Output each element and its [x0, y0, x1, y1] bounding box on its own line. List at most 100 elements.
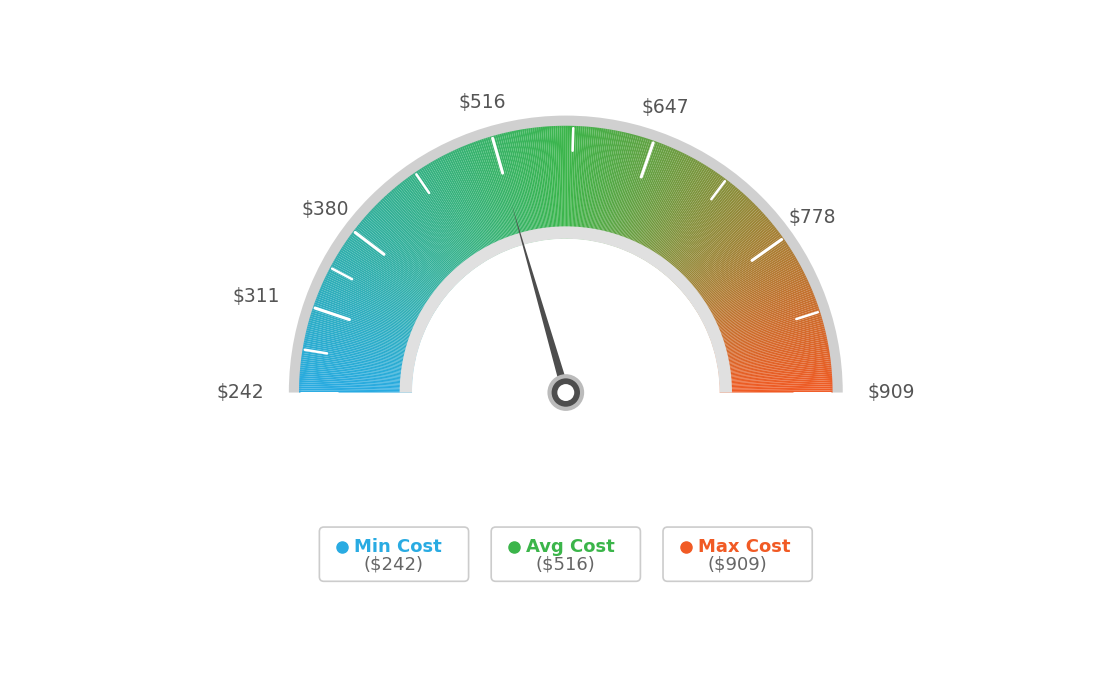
Wedge shape	[665, 188, 739, 275]
Text: Min Cost: Min Cost	[354, 538, 443, 555]
Wedge shape	[662, 186, 736, 274]
Wedge shape	[522, 129, 542, 241]
Wedge shape	[609, 137, 645, 246]
Wedge shape	[325, 277, 427, 327]
Wedge shape	[466, 144, 509, 250]
Wedge shape	[518, 130, 540, 242]
Wedge shape	[476, 141, 514, 248]
Wedge shape	[454, 150, 502, 253]
Wedge shape	[708, 290, 813, 335]
Wedge shape	[384, 195, 463, 279]
Wedge shape	[445, 154, 497, 255]
Wedge shape	[655, 175, 721, 268]
Wedge shape	[591, 130, 612, 241]
Wedge shape	[713, 316, 822, 350]
Wedge shape	[686, 226, 775, 297]
Wedge shape	[619, 142, 660, 248]
Wedge shape	[639, 158, 694, 258]
Wedge shape	[714, 324, 825, 354]
Wedge shape	[333, 260, 433, 317]
Wedge shape	[299, 372, 413, 382]
FancyBboxPatch shape	[491, 527, 640, 581]
Wedge shape	[299, 388, 412, 391]
Wedge shape	[308, 322, 417, 353]
Wedge shape	[611, 137, 646, 246]
Wedge shape	[572, 126, 578, 239]
Wedge shape	[348, 237, 440, 304]
Wedge shape	[499, 134, 529, 244]
Wedge shape	[493, 135, 526, 244]
Wedge shape	[666, 190, 741, 277]
Wedge shape	[719, 361, 831, 375]
Wedge shape	[317, 295, 423, 337]
Wedge shape	[720, 382, 832, 388]
Wedge shape	[575, 126, 585, 239]
Wedge shape	[716, 338, 828, 362]
Wedge shape	[402, 181, 473, 271]
Wedge shape	[699, 259, 797, 317]
Wedge shape	[304, 338, 415, 362]
Wedge shape	[341, 246, 437, 309]
Wedge shape	[596, 131, 620, 242]
FancyBboxPatch shape	[319, 527, 468, 581]
Wedge shape	[503, 132, 531, 243]
Wedge shape	[299, 378, 412, 385]
Wedge shape	[604, 134, 634, 244]
Wedge shape	[374, 206, 456, 286]
Wedge shape	[546, 126, 556, 239]
Wedge shape	[583, 128, 597, 240]
Text: $909: $909	[868, 383, 915, 402]
Wedge shape	[474, 141, 513, 248]
Wedge shape	[643, 162, 702, 260]
Wedge shape	[560, 126, 563, 239]
Wedge shape	[440, 156, 495, 257]
Text: Max Cost: Max Cost	[698, 538, 790, 555]
Wedge shape	[425, 165, 486, 262]
Wedge shape	[650, 170, 714, 265]
Wedge shape	[720, 384, 832, 389]
Wedge shape	[312, 308, 420, 345]
Wedge shape	[312, 306, 421, 344]
Wedge shape	[599, 132, 626, 243]
Wedge shape	[299, 380, 412, 386]
Wedge shape	[477, 140, 516, 248]
Wedge shape	[649, 168, 712, 264]
Wedge shape	[532, 128, 548, 240]
Wedge shape	[352, 230, 444, 300]
Wedge shape	[617, 141, 656, 248]
Wedge shape	[703, 273, 806, 325]
Wedge shape	[358, 224, 447, 297]
Wedge shape	[577, 126, 588, 239]
Wedge shape	[646, 165, 707, 262]
Wedge shape	[588, 129, 607, 241]
Wedge shape	[669, 195, 747, 279]
Wedge shape	[302, 346, 414, 367]
Wedge shape	[414, 172, 479, 266]
Wedge shape	[576, 126, 586, 239]
Wedge shape	[612, 138, 648, 246]
Wedge shape	[603, 134, 633, 244]
Wedge shape	[413, 173, 478, 267]
Wedge shape	[311, 310, 420, 346]
Wedge shape	[680, 215, 766, 291]
Wedge shape	[350, 234, 442, 302]
Wedge shape	[351, 233, 443, 302]
Wedge shape	[709, 296, 816, 338]
Wedge shape	[719, 374, 832, 383]
Wedge shape	[571, 126, 576, 239]
Wedge shape	[718, 353, 830, 371]
Wedge shape	[679, 211, 763, 289]
Wedge shape	[404, 179, 474, 270]
Wedge shape	[716, 340, 828, 364]
Wedge shape	[673, 202, 754, 284]
Wedge shape	[491, 136, 524, 245]
Wedge shape	[615, 139, 652, 247]
Wedge shape	[299, 382, 412, 388]
Bar	[289, 393, 842, 506]
Wedge shape	[487, 137, 522, 246]
Wedge shape	[627, 148, 673, 252]
Wedge shape	[626, 147, 671, 251]
Wedge shape	[300, 368, 413, 380]
Wedge shape	[530, 128, 546, 240]
Wedge shape	[528, 128, 545, 240]
